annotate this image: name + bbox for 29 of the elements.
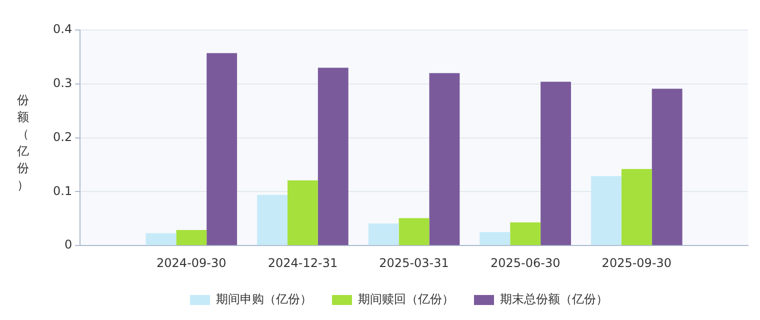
legend-label: 期间申购（亿份）: [216, 292, 312, 306]
bar: [652, 88, 682, 246]
bar: [176, 230, 207, 246]
legend-label: 期间赎回（亿份）: [358, 292, 454, 306]
bar: [429, 73, 460, 246]
bar: [621, 169, 652, 246]
x-tick-label: 2024-09-30: [156, 256, 226, 270]
x-tick-label: 2025-06-30: [490, 256, 560, 270]
x-tick-label: 2025-09-30: [602, 256, 672, 270]
bar: [591, 176, 622, 246]
bar: [540, 82, 572, 246]
y-tick-label: 0.3: [52, 76, 72, 90]
legend-label: 期末总份额（亿份）: [500, 292, 608, 306]
y-axis-title: 份额（亿份）: [16, 92, 30, 194]
bar: [206, 53, 238, 246]
x-tick-label: 2024-12-31: [268, 256, 338, 270]
bar: [510, 222, 541, 246]
bar: [398, 218, 430, 246]
bar: [288, 180, 318, 246]
y-tick-label: 0.1: [52, 184, 72, 198]
y-tick-label: 0: [64, 238, 72, 252]
bar: [480, 232, 510, 246]
y-tick-label: 0.2: [52, 130, 72, 144]
y-tick-label: 0.4: [52, 22, 72, 36]
x-tick-label: 2025-03-31: [379, 256, 449, 270]
bar: [368, 224, 399, 246]
bar: [257, 194, 288, 246]
bar: [318, 68, 348, 246]
bar: [146, 233, 176, 246]
